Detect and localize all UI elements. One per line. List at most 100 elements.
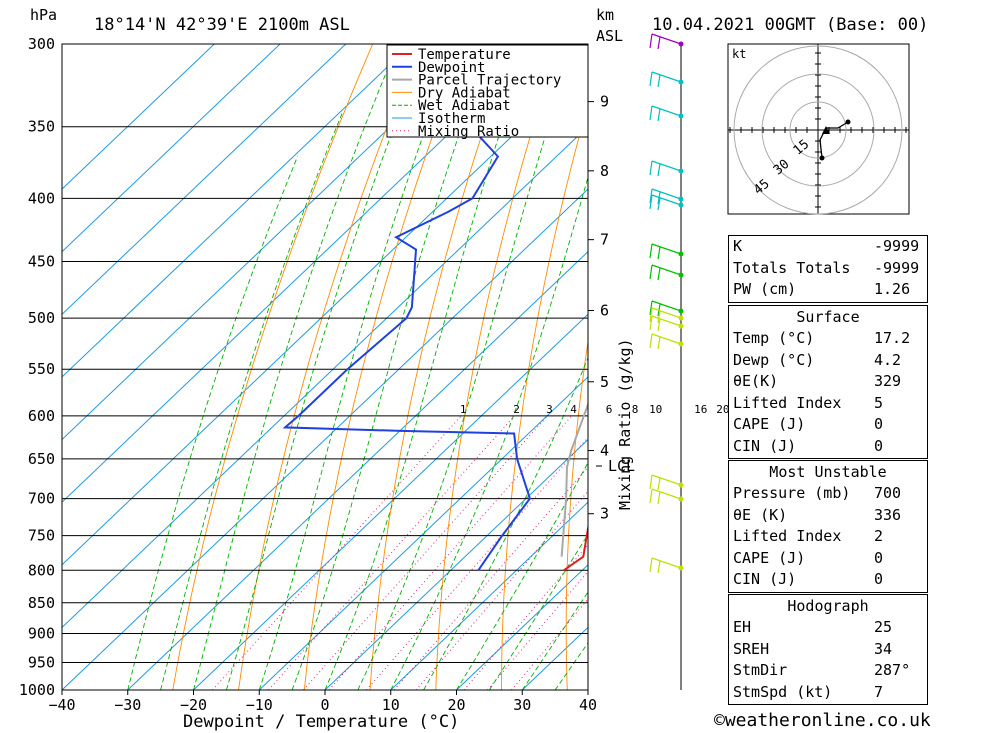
wind-barb-flag xyxy=(649,557,653,573)
index-row: Lifted Index 5 xyxy=(729,393,927,415)
pressure-tick-label: 800 xyxy=(28,561,55,579)
dry-adiabat-line xyxy=(968,44,1000,690)
index-row: K -9999 xyxy=(729,236,927,258)
wind-barb-flag xyxy=(649,243,653,259)
wind-barb xyxy=(651,105,682,117)
temperature-axis: −40 −30 −20 −10 0 10 20 30 40 xyxy=(48,690,597,714)
km-tick-label: 7 xyxy=(600,231,609,249)
index-label: θE (K) xyxy=(733,505,788,524)
wind-barb-flag xyxy=(657,267,661,281)
dry-adiabat-line xyxy=(172,44,374,690)
temperature-tick-label: −20 xyxy=(180,696,207,714)
km-tick-label: 4 xyxy=(600,442,609,460)
wind-barb xyxy=(651,264,682,276)
index-value: 0 xyxy=(874,548,884,567)
km-tick-label: 8 xyxy=(600,162,609,180)
isotherm-line xyxy=(324,438,588,690)
dry-adiabat-line xyxy=(501,102,588,690)
mixing-ratio-line xyxy=(511,598,588,690)
legend-label: Dewpoint xyxy=(418,60,485,76)
index-row: Temp (°C) 17.2 xyxy=(729,328,927,350)
index-label: CIN (J) xyxy=(733,436,797,455)
surface-box: Surface Temp (°C) 17.2 Dewp (°C) 4.2 θE(K)… xyxy=(728,305,928,459)
pressure-axis: 300 350 400 450 500 550 600 650 700 750 800 850 900 9… xyxy=(19,35,55,699)
temperature-tick-label: 20 xyxy=(447,696,465,714)
index-row: StmDir 287° xyxy=(729,660,927,682)
wind-barb xyxy=(651,307,682,319)
mixing-ratio-label: 10 xyxy=(649,403,662,416)
wind-barb xyxy=(651,315,682,327)
index-label: StmDir xyxy=(733,661,788,679)
legend-label: Wet Adiabat xyxy=(418,98,511,114)
surface-title: Surface xyxy=(796,308,860,326)
most-unstable-box: Most Unstable Pressure (mb) 700 θE (K) 336… xyxy=(728,460,928,593)
wind-barb xyxy=(651,194,682,206)
mixing-ratio-label: 20 xyxy=(716,403,729,416)
mixing-ratio-label: 2 xyxy=(513,403,520,416)
index-value: 287° xyxy=(874,661,911,679)
legend-label: Temperature xyxy=(418,47,511,63)
index-value: 0 xyxy=(874,570,884,588)
wind-barb xyxy=(651,474,682,486)
parcel-trajectory-line xyxy=(560,401,588,557)
dry-adiabat-line xyxy=(435,44,560,690)
mixing-ratio-line xyxy=(268,415,515,690)
wind-barb-flag xyxy=(657,246,661,260)
wet-adiabat-line xyxy=(357,44,575,690)
isotherm-line xyxy=(62,125,588,629)
wet-adiabat-line xyxy=(324,44,531,690)
wet-adiabat-line xyxy=(258,44,458,690)
wet-adiabat-line xyxy=(225,44,427,690)
wet-adiabat-line xyxy=(193,70,388,690)
wind-barb-flag xyxy=(657,336,661,350)
mixing-ratio-line xyxy=(487,570,588,690)
index-value: 34 xyxy=(874,639,893,658)
legend-label: Isotherm xyxy=(418,111,485,127)
mixing-ratio-label: 4 xyxy=(570,403,577,416)
pressure-unit-label: hPa xyxy=(30,6,57,24)
index-row: θE(K) 329 xyxy=(729,371,927,393)
wind-barb-flag xyxy=(657,163,661,177)
pressure-tick-label: 1000 xyxy=(19,681,55,699)
temperature-tick-label: −40 xyxy=(48,696,75,714)
dry-adiabat-line xyxy=(629,44,699,690)
isotherm-line xyxy=(62,44,347,315)
temperature-tick-label: −30 xyxy=(114,696,141,714)
mixing-ratio-line xyxy=(393,466,588,690)
wind-barb-flag xyxy=(649,474,653,490)
wind-barb-flag xyxy=(649,194,653,210)
index-value: 336 xyxy=(874,505,902,524)
wind-barb xyxy=(651,243,682,255)
copyright-link[interactable]: ©weatheronline.co.uk xyxy=(714,710,931,731)
index-value: 4.2 xyxy=(874,350,902,369)
mixing-ratio-label: 16 xyxy=(694,403,707,416)
mixing-ratio-line xyxy=(303,415,548,690)
dewpoint-line xyxy=(282,46,532,571)
index-value: -9999 xyxy=(874,258,920,277)
pressure-tick-label: 750 xyxy=(28,527,55,545)
hodograph-title: Hodograph xyxy=(787,597,869,615)
wind-barb xyxy=(651,488,682,500)
index-row: CIN (J) 0 xyxy=(729,436,927,458)
mixing-ratio-label: 8 xyxy=(632,403,639,416)
wet-adiabat-line xyxy=(160,111,344,690)
mixing-ratio-axis-title: Mixing Ratio (g/kg) xyxy=(616,338,634,510)
wind-barb-flag xyxy=(657,491,661,505)
wind-barb-flag xyxy=(657,36,661,50)
storm-motion-marker xyxy=(822,126,830,134)
index-value: 7 xyxy=(874,682,884,701)
index-label: SREH xyxy=(733,639,770,658)
index-row: Lifted Index 2 xyxy=(729,526,927,548)
wet-adiabat-line xyxy=(456,461,588,690)
wind-barb-flag xyxy=(649,488,653,504)
isotherm-line xyxy=(62,44,412,378)
legend-label: Mixing Ratio xyxy=(418,124,519,140)
pressure-tick-label: 850 xyxy=(28,594,55,612)
plot-frame xyxy=(61,43,589,691)
temperature-tick-label: 10 xyxy=(382,696,400,714)
temperature-tick-label: 40 xyxy=(579,696,597,714)
pressure-tick-label: 700 xyxy=(28,490,55,508)
index-value: 2 xyxy=(874,527,884,545)
index-label: CAPE (J) xyxy=(733,548,806,567)
